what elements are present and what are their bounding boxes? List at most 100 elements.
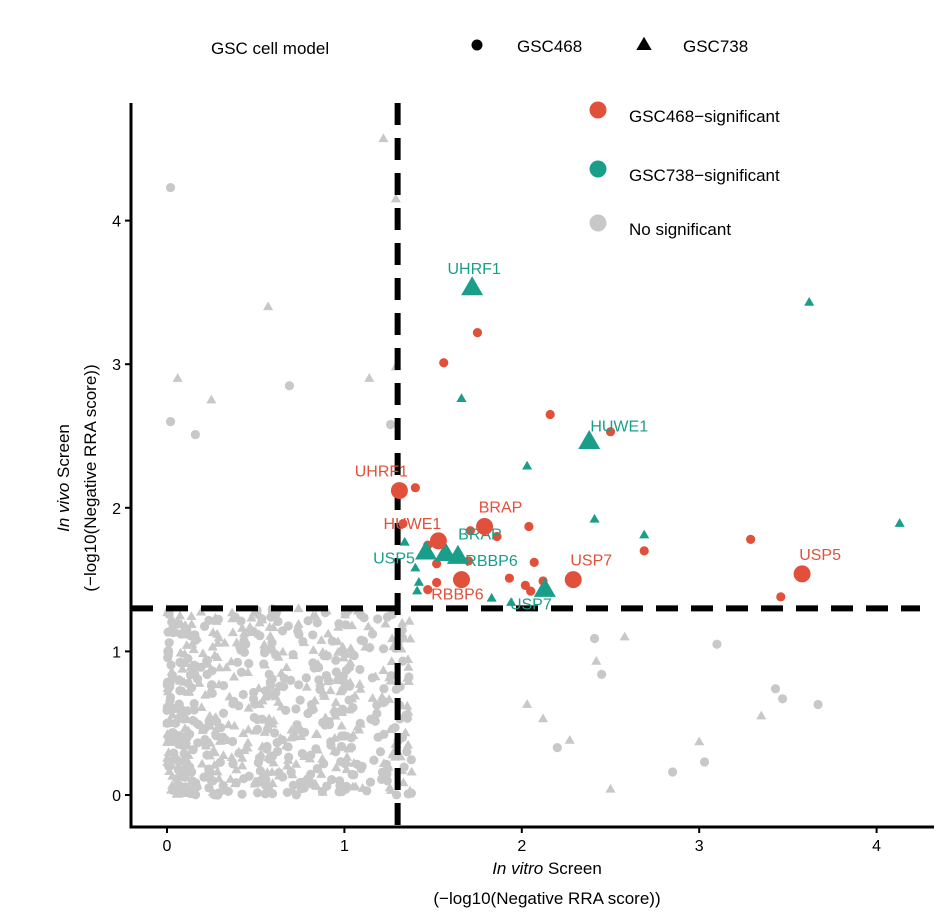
nonsig-points <box>161 133 823 800</box>
nonsig-point <box>384 782 395 792</box>
nonsig-point <box>699 757 710 767</box>
nonsig-point <box>385 419 396 430</box>
nonsig-point <box>323 628 334 638</box>
nonsig-point <box>406 766 417 776</box>
nonsig-point <box>294 680 304 690</box>
nonsig-point <box>169 785 180 795</box>
nonsig-point <box>538 713 549 723</box>
gsc468-labeled-point <box>452 571 470 589</box>
color-legend-label: No significant <box>629 220 731 239</box>
nonsig-point <box>291 759 302 768</box>
nonsig-point <box>165 182 176 193</box>
x-tick-label: 2 <box>517 838 526 855</box>
nonsig-point <box>239 774 249 784</box>
nonsig-point <box>266 767 278 776</box>
nonsig-point <box>306 750 316 760</box>
gsc468-significant-point <box>465 526 475 536</box>
nonsig-point <box>332 707 342 717</box>
gsc468-significant-point <box>398 518 408 529</box>
nonsig-point <box>170 750 181 760</box>
nonsig-point <box>183 678 193 688</box>
nonsig-point <box>214 662 225 672</box>
nonsig-point <box>232 657 243 667</box>
nonsig-point <box>347 781 359 791</box>
nonsig-point <box>296 784 306 794</box>
x-tick-label: 3 <box>695 838 704 855</box>
nonsig-point <box>206 394 217 404</box>
nonsig-point <box>276 668 287 677</box>
nonsig-point <box>694 736 705 746</box>
x-axis-title: In vitro Screen <box>492 859 602 878</box>
nonsig-point <box>316 769 327 778</box>
gsc738-significant-point <box>589 513 600 523</box>
nonsig-point <box>813 699 823 710</box>
nonsig-point <box>282 787 292 798</box>
nonsig-point <box>197 648 209 658</box>
nonsig-point <box>331 667 341 677</box>
nonsig-point <box>406 755 416 765</box>
nonsig-point <box>231 778 241 788</box>
nonsig-point <box>265 631 276 640</box>
nonsig-point <box>619 631 630 641</box>
nonsig-point <box>273 616 283 627</box>
nonsig-point <box>164 728 176 737</box>
nonsig-point <box>365 777 376 787</box>
color-legend-label: GSC468−significant <box>629 107 780 126</box>
nonsig-point <box>199 621 210 631</box>
gene-label: USP5 <box>373 550 415 567</box>
nonsig-point <box>308 645 319 654</box>
nonsig-point <box>378 133 389 143</box>
nonsig-point <box>252 724 263 734</box>
nonsig-point <box>522 699 533 708</box>
nonsig-point <box>193 738 203 748</box>
nonsig-point <box>221 662 232 672</box>
gsc468-circle-icon <box>471 39 483 51</box>
gsc738-significant-point <box>413 577 424 586</box>
nonsig-point <box>770 684 781 694</box>
nonsig-point <box>397 617 408 627</box>
nonsig-point <box>196 758 208 768</box>
nonsig-point <box>194 678 205 687</box>
nonsig-point <box>278 681 289 692</box>
nonsig-point <box>327 775 337 785</box>
legend: GSC cell model GSC468 GSC738 GSC468−signifi… <box>211 36 780 239</box>
nonsig-point <box>291 790 301 800</box>
nonsig-point <box>223 719 234 729</box>
nonsig-point <box>349 770 359 780</box>
nonsig-point <box>552 743 562 753</box>
nonsig-point <box>335 776 345 786</box>
gsc738-labeled-point <box>461 276 484 296</box>
gene-label: BRAP <box>479 499 523 516</box>
nonsig-point <box>331 762 342 772</box>
nonsig-point <box>170 619 181 629</box>
nonsig-point <box>200 689 211 699</box>
nonsig-point <box>165 761 175 771</box>
gsc468-significant-point <box>529 557 539 567</box>
nonsig-point <box>309 695 320 705</box>
nonsig-point <box>208 776 218 786</box>
nonsig-point <box>174 610 186 620</box>
nonsig-point <box>203 659 214 668</box>
nonsig-point <box>286 724 297 734</box>
nonsig-point <box>163 747 174 757</box>
nonsig-point <box>181 758 191 768</box>
nonsig-point <box>188 644 199 654</box>
nonsig-point <box>296 731 307 740</box>
nonsig-point <box>218 708 229 718</box>
nonsig-point <box>403 662 414 671</box>
nonsig-point <box>301 681 312 691</box>
color-legend-label: GSC738−significant <box>629 166 780 185</box>
gsc468-significant-point <box>746 534 756 544</box>
nonsig-point <box>165 692 176 703</box>
nonsig-point <box>306 701 317 710</box>
gsc738-labeled-point <box>434 541 457 561</box>
nonsig-point <box>405 633 416 643</box>
shape-legend-label: GSC738 <box>683 37 748 56</box>
y-tick-label: 3 <box>112 357 121 374</box>
nonsig-point <box>233 746 244 756</box>
gene-label: HUWE1 <box>384 516 442 533</box>
nonsig-point <box>589 633 600 644</box>
nonsig-point <box>227 627 238 637</box>
nonsig-point <box>379 684 389 694</box>
